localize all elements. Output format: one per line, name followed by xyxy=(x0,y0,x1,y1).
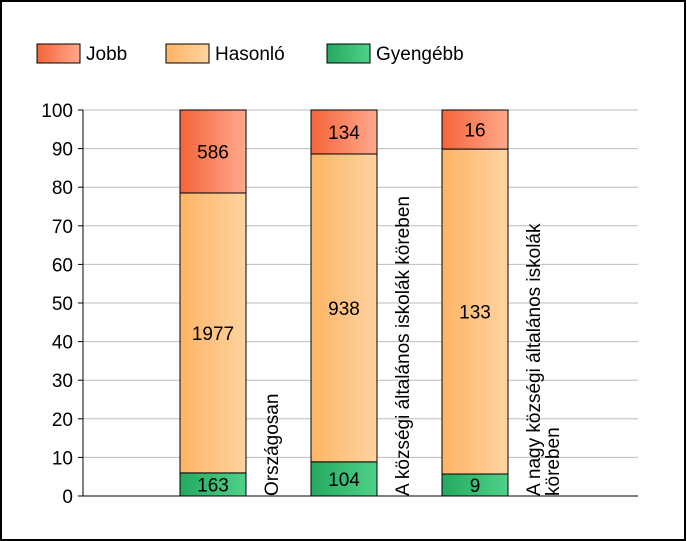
data-label: 104 xyxy=(328,470,360,491)
data-label: 163 xyxy=(197,475,229,496)
data-label: 133 xyxy=(459,303,491,324)
data-label: 9 xyxy=(470,476,481,497)
y-tick-label: 20 xyxy=(52,410,73,431)
y-tick-label: 90 xyxy=(52,140,73,161)
y-tick-label: 30 xyxy=(52,371,73,392)
legend-swatch xyxy=(326,43,371,64)
data-label: 134 xyxy=(328,123,360,144)
bar-segment xyxy=(179,109,247,194)
y-tick-label: 100 xyxy=(41,101,73,122)
x-tick-label: Országosan xyxy=(262,394,283,496)
x-tick-label: A nagy községi általános iskolák köreben xyxy=(524,218,564,496)
y-tick-label: 70 xyxy=(52,217,73,238)
legend-label: Jobb xyxy=(86,44,127,65)
bar-segment xyxy=(310,461,378,497)
data-label: 1977 xyxy=(192,324,234,345)
data-label: 938 xyxy=(328,299,360,320)
y-tick-label: 80 xyxy=(52,178,73,199)
bar-segment xyxy=(179,192,247,474)
legend-label: Hasonló xyxy=(215,44,285,65)
x-tick-label: A községi általános iskolák köreben xyxy=(393,196,414,496)
bar-segment xyxy=(310,153,378,463)
bar-segment xyxy=(441,148,509,475)
y-tick-label: 10 xyxy=(52,448,73,469)
data-label: 16 xyxy=(464,121,485,142)
legend-swatch xyxy=(165,43,210,64)
bar-segment xyxy=(441,109,509,150)
data-label: 586 xyxy=(197,142,229,163)
y-tick-label: 60 xyxy=(52,255,73,276)
legend-swatch xyxy=(36,43,81,64)
legend-label: Gyengébb xyxy=(376,44,464,65)
y-tick-label: 0 xyxy=(62,487,73,508)
y-tick-label: 40 xyxy=(52,333,73,354)
y-tick-label: 50 xyxy=(52,294,73,315)
bar-segment xyxy=(310,109,378,155)
